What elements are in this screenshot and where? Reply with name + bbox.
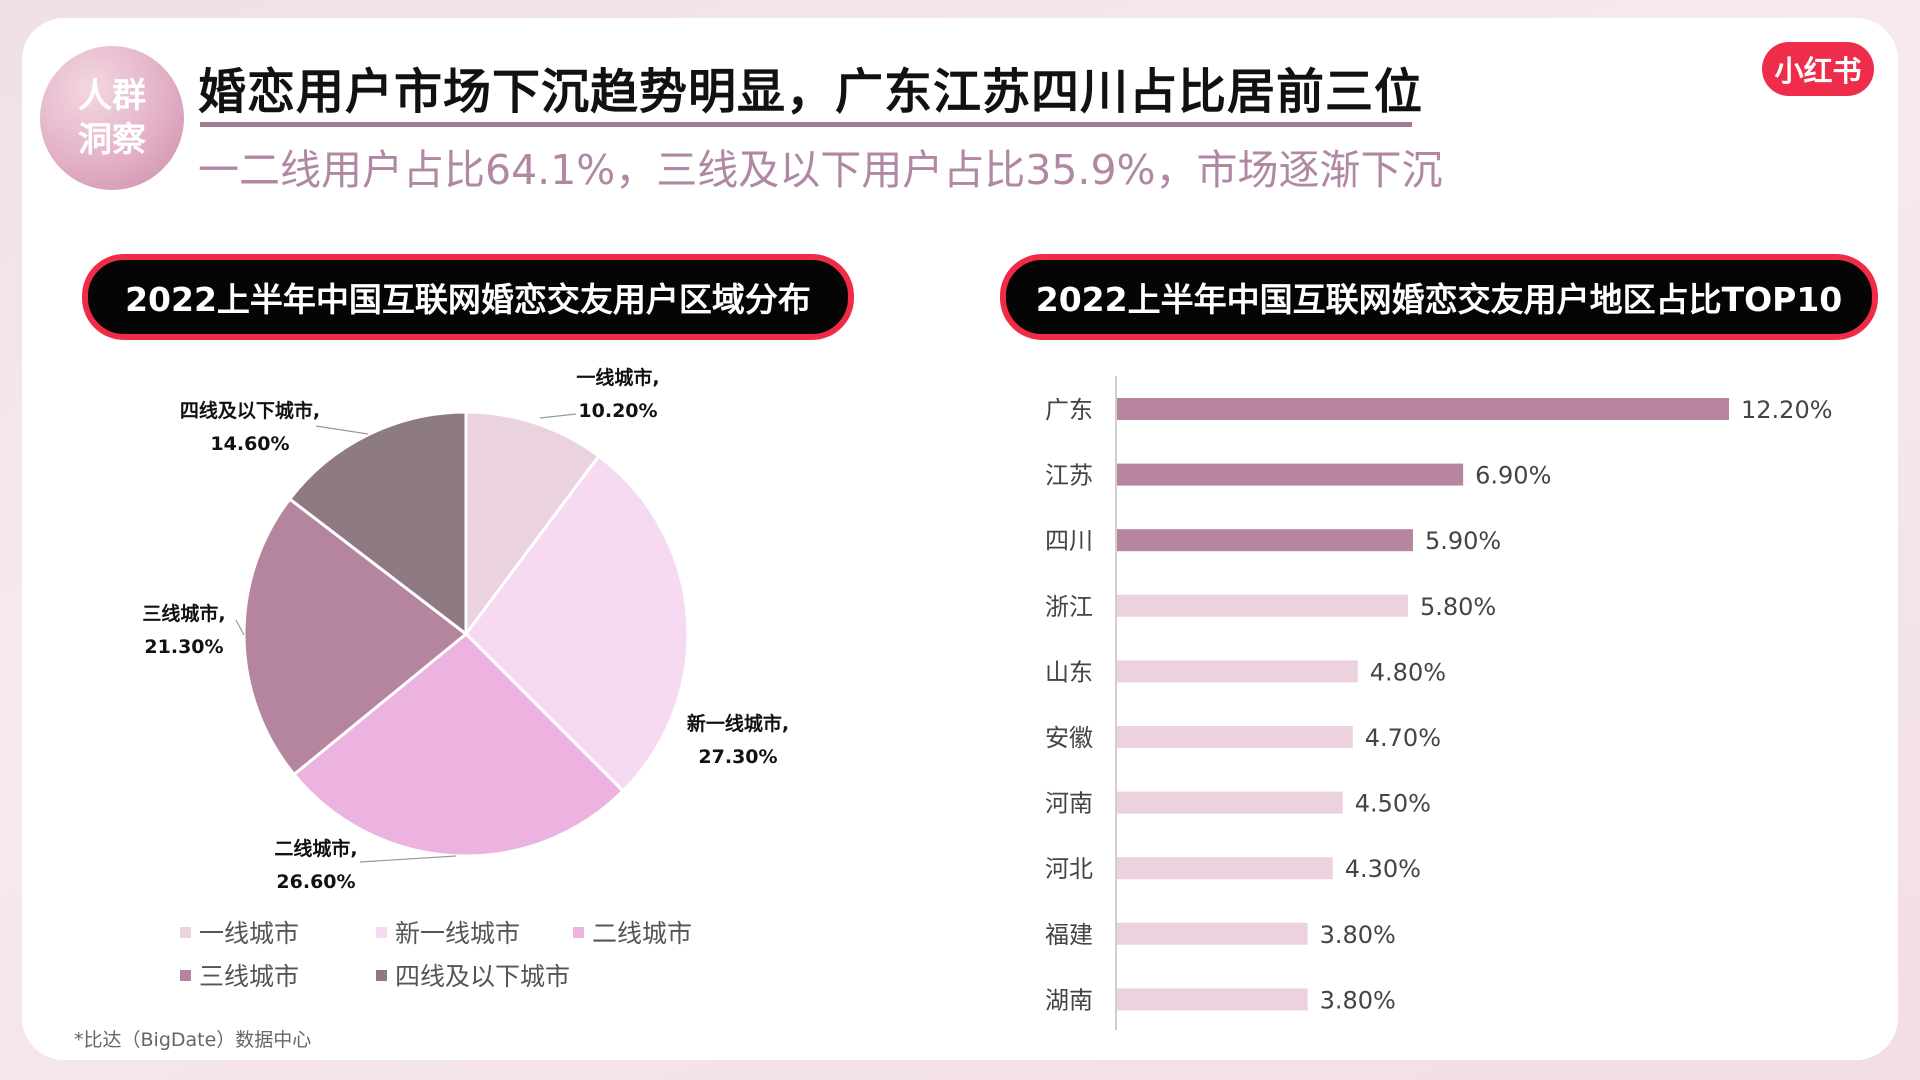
pie-slice: [242, 496, 469, 777]
source-note: *比达（BigDate）数据中心: [74, 1029, 312, 1051]
bar-category-label: 浙江: [1045, 593, 1093, 621]
bar-chart: 广东 12.20% 江苏 6.90% 四川 5.90% 浙江 5.80% 山东 4.80% 安徽 4.…: [1045, 376, 1833, 1030]
legend-label: 新一线城市: [395, 919, 521, 948]
pie-chart-title: 2022上半年中国互联网婚恋交友用户区域分布: [82, 254, 854, 340]
bar-value-label: 5.90%: [1425, 527, 1501, 555]
bar-value-label: 4.30%: [1345, 855, 1421, 883]
legend-swatch: [376, 969, 387, 981]
title-underline: [200, 122, 1412, 127]
legend-item: 一线城市: [180, 914, 299, 950]
bar-category-label: 山东: [1045, 658, 1093, 686]
legend-item: 二线城市: [573, 914, 692, 950]
bar-value-label: 3.80%: [1320, 921, 1396, 949]
bar-value-label: 4.50%: [1355, 790, 1431, 818]
bar: [1117, 463, 1464, 486]
legend-swatch: [180, 969, 191, 981]
pie-slice-value: 10.20%: [578, 400, 657, 422]
bar-chart-title: 2022上半年中国互联网婚恋交友用户地区占比TOP10: [1000, 254, 1878, 340]
bar-value-label: 4.80%: [1370, 658, 1446, 686]
bar: [1117, 791, 1343, 814]
pie-leader-line: [539, 413, 577, 419]
brand-logo: 小红书: [1762, 42, 1874, 96]
bar: [1117, 988, 1308, 1011]
legend-label: 二线城市: [592, 919, 693, 948]
bar: [1117, 726, 1353, 748]
legend-item: 四线及以下城市: [376, 957, 570, 993]
pie-slice-label: 二线城市,: [274, 837, 357, 860]
bar-value-label: 5.80%: [1420, 593, 1496, 621]
pie-slice-value: 14.60%: [210, 433, 289, 455]
legend-label: 四线及以下城市: [395, 962, 571, 991]
pie-slice-label: 一线城市,: [576, 366, 659, 389]
bar-category-label: 江苏: [1045, 462, 1093, 490]
pie-slice-label: 新一线城市,: [687, 712, 789, 735]
bar: [1117, 398, 1729, 420]
legend-item: 三线城市: [180, 957, 299, 993]
bar-category-label: 河南: [1045, 790, 1093, 818]
pie-slice-value: 21.30%: [144, 636, 223, 658]
page-subtitle: 一二线用户占比64.1%，三线及以下用户占比35.9%，市场逐渐下沉: [198, 146, 1443, 194]
pie-slice-label: 三线城市,: [142, 602, 225, 625]
pie-leader-line: [235, 619, 245, 636]
legend-item: 新一线城市: [376, 914, 520, 950]
legend-swatch: [376, 926, 387, 938]
pie-slice: [464, 410, 601, 639]
page-title: 婚恋用户市场下沉趋势明显，广东江苏四川占比居前三位: [198, 64, 1424, 120]
pie-slice: [464, 453, 690, 794]
bar: [1117, 594, 1408, 617]
legend-swatch: [573, 926, 584, 938]
pie-slice-label: 四线及以下城市,: [180, 399, 320, 422]
legend-label: 三线城市: [199, 962, 300, 991]
pie-leader-line: [315, 425, 369, 435]
bar-value-label: 12.20%: [1741, 396, 1833, 424]
bar-category-label: 河北: [1045, 855, 1093, 883]
legend-swatch: [180, 926, 191, 938]
bar: [1117, 529, 1413, 552]
legend-label: 一线城市: [199, 919, 300, 948]
pie-slice: [287, 410, 468, 638]
badge-line-1: 人群: [78, 76, 146, 116]
pie-slice-value: 26.60%: [276, 871, 355, 893]
bar-category-label: 福建: [1045, 921, 1093, 949]
pie-leader-line: [359, 855, 457, 863]
bar-value-label: 6.90%: [1475, 462, 1551, 490]
bar-category-label: 安徽: [1045, 724, 1093, 752]
pie-chart: 一线城市, 10.20% 新一线城市, 27.30% 二线城市, 26.60% 三线城市, 2…: [142, 366, 789, 893]
bar-category-label: 湖南: [1045, 986, 1093, 1014]
badge-line-2: 洞察: [78, 120, 146, 160]
pie-slice-value: 27.30%: [698, 746, 777, 768]
bar-value-label: 3.80%: [1320, 986, 1396, 1014]
insight-badge: 人群 洞察: [40, 46, 184, 190]
bar: [1117, 857, 1333, 880]
bar-category-label: 广东: [1045, 396, 1093, 424]
bar-value-label: 4.70%: [1365, 724, 1441, 752]
bar: [1117, 922, 1308, 945]
bar-category-label: 四川: [1045, 527, 1093, 555]
bar: [1117, 660, 1358, 683]
